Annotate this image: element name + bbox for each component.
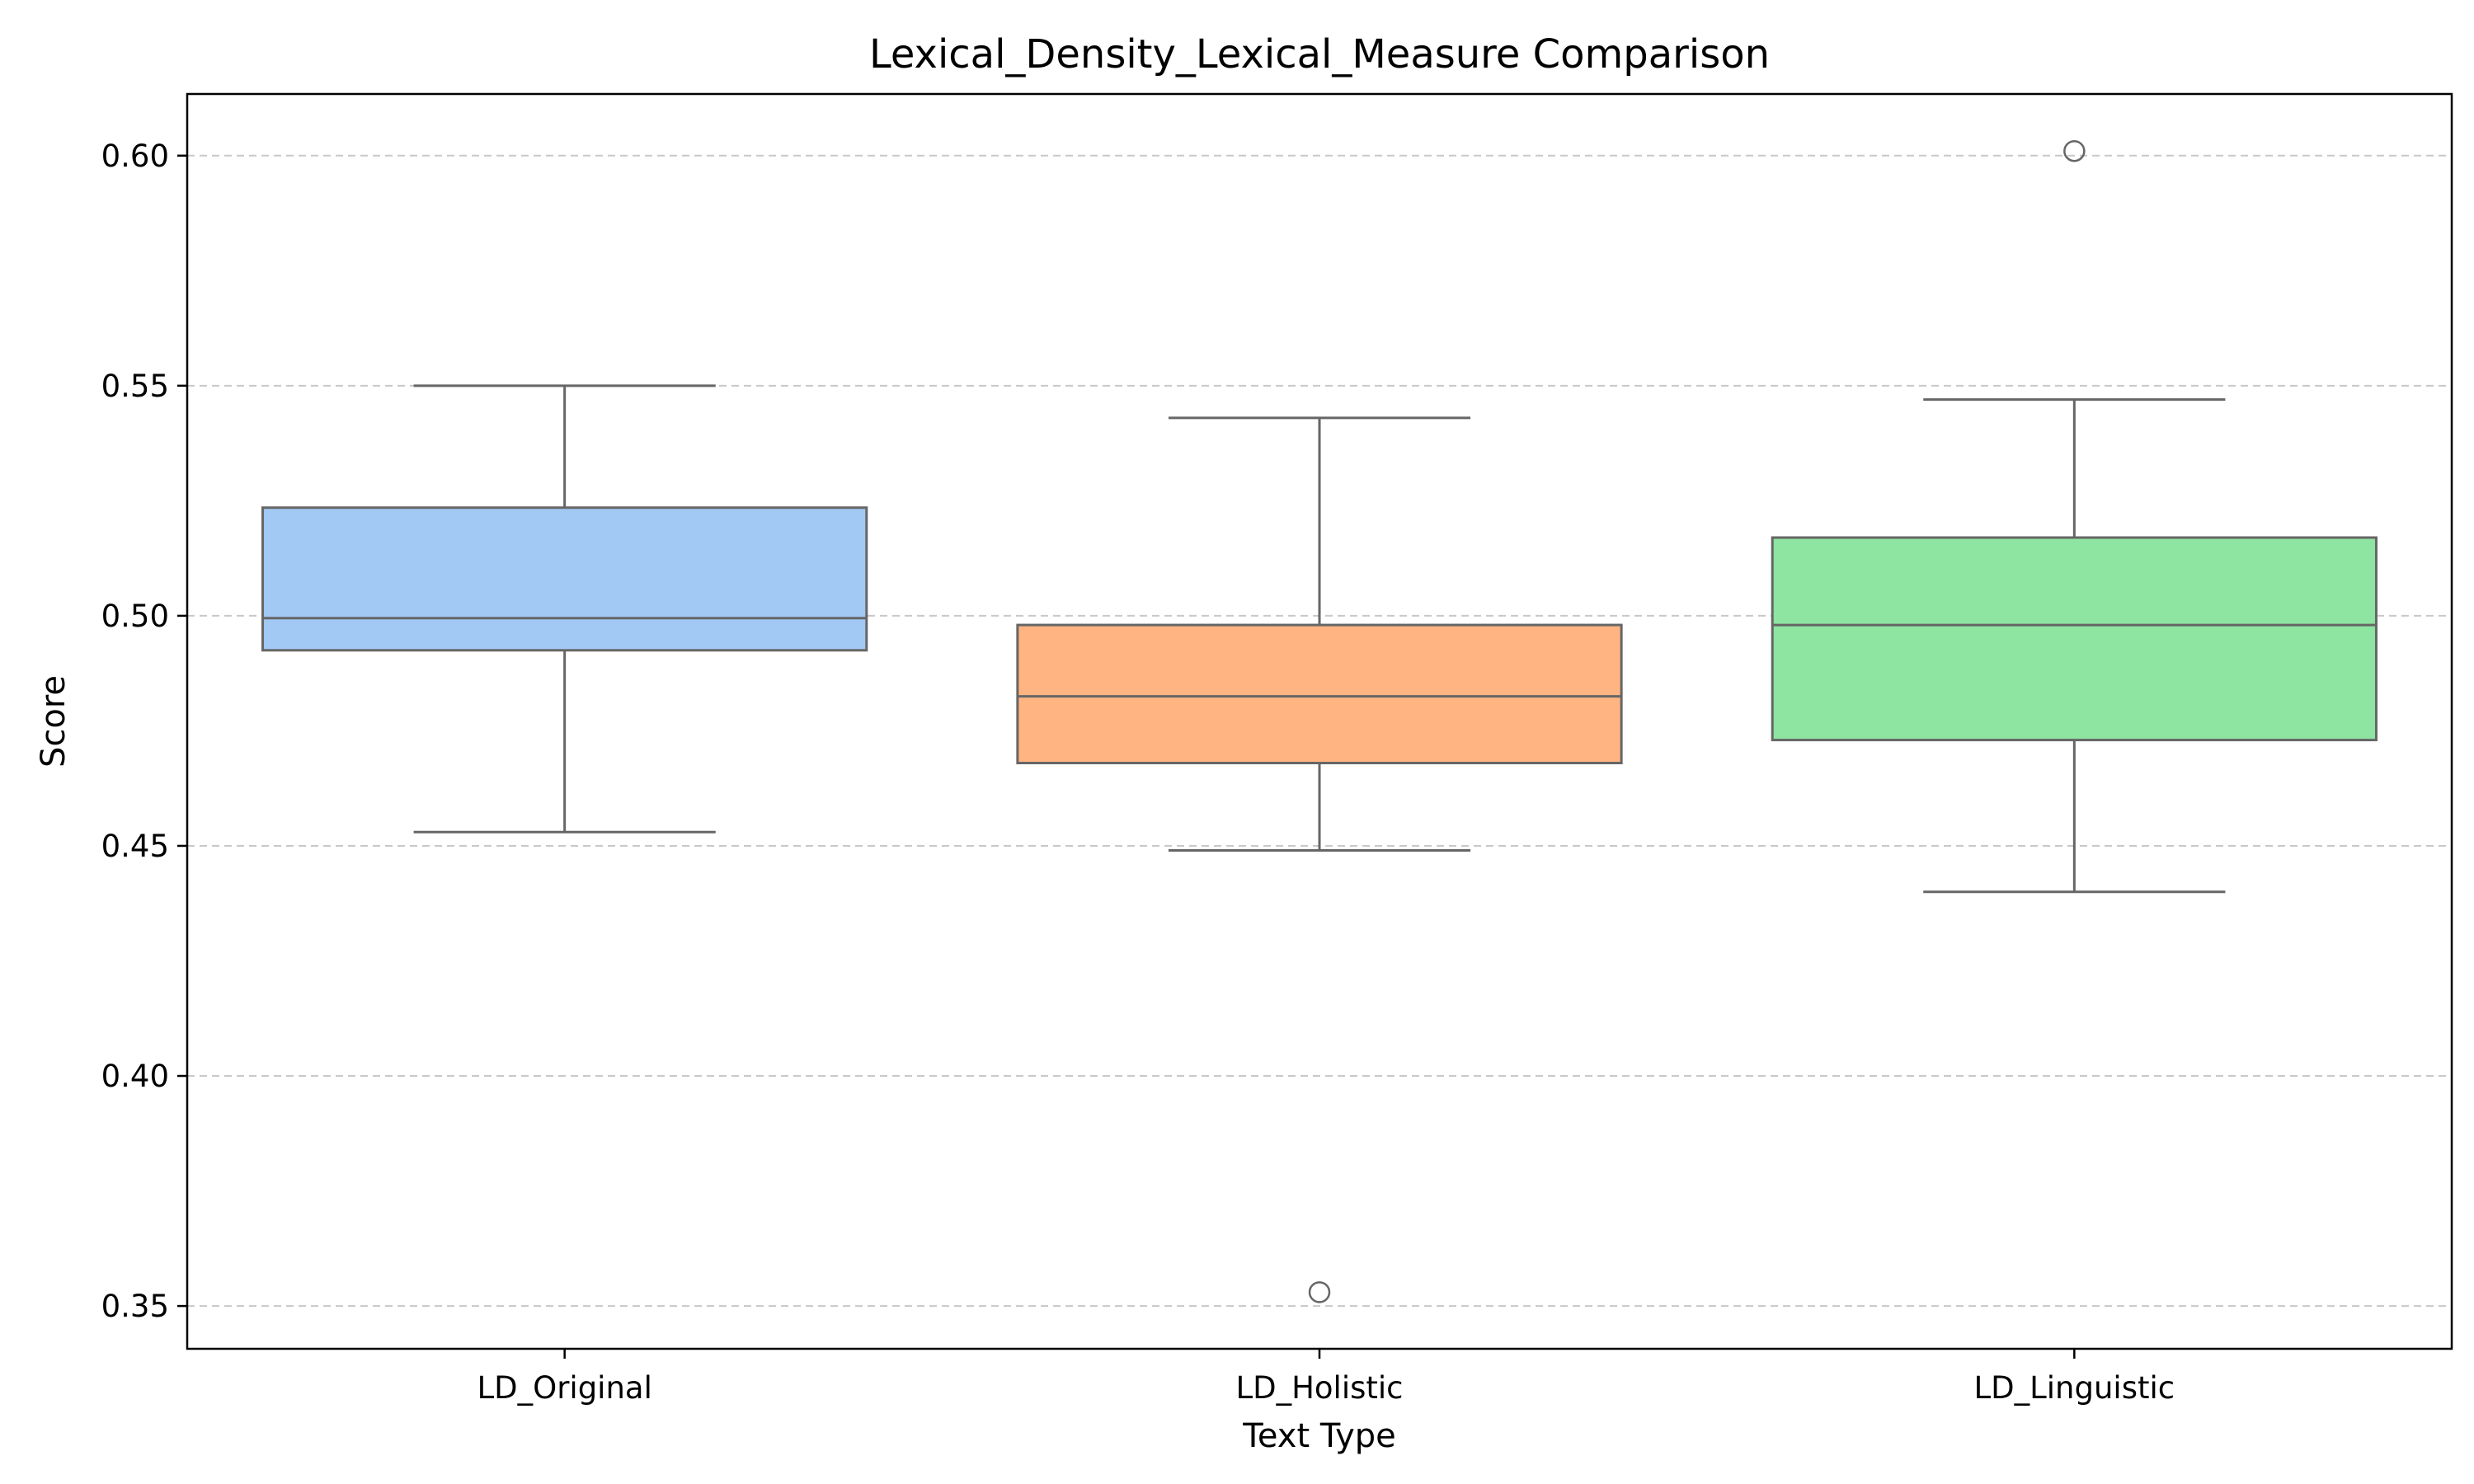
y-tick-label: 0.45 <box>101 829 169 864</box>
box-iqr <box>261 506 868 652</box>
x-tick-label: LD_Linguistic <box>1974 1370 2175 1406</box>
box-iqr <box>1016 623 1623 765</box>
chart-title: Lexical_Density_Lexical_Measure Comparis… <box>869 31 1770 77</box>
y-axis-label: Score <box>35 675 73 768</box>
boxes <box>261 139 2378 1303</box>
y-tick-label: 0.50 <box>101 599 169 634</box>
y-tick-label: 0.35 <box>101 1289 169 1324</box>
box-group-LD_Original <box>261 384 868 834</box>
outlier-point <box>1308 1281 1331 1303</box>
y-tick-label: 0.55 <box>101 369 169 404</box>
y-tick-label: 0.40 <box>101 1059 169 1094</box>
x-tick-label: LD_Holistic <box>1235 1370 1403 1406</box>
box-group-LD_Holistic <box>1016 416 1623 1303</box>
x-tick-label: LD_Original <box>477 1370 651 1406</box>
x-axis-label: Text Type <box>1242 1417 1396 1455</box>
ticks: 0.35 0.40 0.45 0.50 0.55 0.60 LD_Original LD_Ho… <box>101 139 2175 1406</box>
box-group-LD_Linguistic <box>1771 139 2378 894</box>
outlier-point <box>2063 139 2086 162</box>
box-iqr <box>1771 536 2378 742</box>
y-tick-label: 0.60 <box>101 139 169 174</box>
